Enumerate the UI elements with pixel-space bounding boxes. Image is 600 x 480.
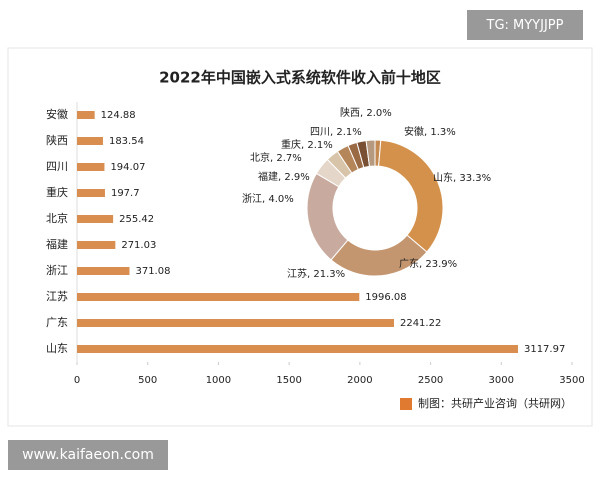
slice-label: 重庆, 2.1%	[281, 138, 333, 151]
bar	[77, 189, 105, 197]
x-tick-label: 3500	[559, 375, 584, 386]
value-label: 2241.22	[400, 318, 441, 329]
source-icon	[400, 398, 412, 410]
watermark: TG: MYYJJPP	[467, 10, 583, 40]
y-tick-label: 安徽	[46, 107, 68, 121]
y-tick-label: 重庆	[46, 185, 68, 199]
y-tick-label: 山东	[46, 342, 68, 355]
x-tick-label: 1000	[206, 375, 231, 386]
y-tick-label: 江苏	[46, 290, 68, 303]
bar	[77, 241, 116, 249]
value-label: 3117.97	[524, 344, 565, 355]
x-tick-label: 500	[138, 375, 157, 386]
slice-label: 陕西, 2.0%	[340, 106, 392, 119]
y-tick-label: 福建	[46, 237, 68, 251]
chart-title: 2022年中国嵌入式系统软件收入前十地区	[159, 69, 441, 87]
value-label: 124.88	[101, 110, 136, 121]
chart-frame	[7, 47, 593, 427]
bar	[77, 215, 114, 223]
x-tick-label: 1500	[276, 375, 301, 386]
value-label: 255.42	[119, 214, 154, 225]
slice-label: 江苏, 21.3%	[287, 267, 345, 280]
x-tick-label: 2000	[347, 375, 372, 386]
bar	[77, 345, 518, 353]
y-tick-label: 广东	[46, 316, 68, 329]
bar	[77, 163, 105, 171]
donut-slice	[365, 139, 376, 167]
slice-label: 福建, 2.9%	[258, 170, 310, 183]
slice-label: 山东, 33.3%	[433, 171, 491, 184]
footer-url: www.kaifaeon.com	[8, 440, 168, 470]
slice-label: 安徽, 1.3%	[404, 125, 456, 138]
y-tick-label: 浙江	[46, 264, 68, 277]
x-tick-label: 2500	[418, 375, 443, 386]
x-tick-label: 0	[74, 375, 80, 386]
bar	[77, 319, 394, 327]
value-label: 271.03	[121, 240, 156, 251]
slice-label: 四川, 2.1%	[310, 127, 362, 138]
x-tick-label: 3000	[489, 375, 514, 386]
value-label: 183.54	[109, 136, 144, 147]
slice-label: 北京, 2.7%	[250, 151, 302, 164]
y-tick-label: 北京	[46, 211, 68, 225]
y-tick-label: 陕西	[46, 133, 68, 147]
source: 制图：共研产业咨询（共研网）	[418, 396, 572, 410]
bar	[77, 267, 130, 275]
bar	[77, 111, 95, 119]
bar	[77, 293, 360, 301]
value-label: 194.07	[110, 162, 145, 173]
value-label: 197.7	[111, 188, 140, 199]
value-label: 371.08	[135, 266, 170, 277]
slice-label: 广东, 23.9%	[399, 257, 457, 270]
y-tick-label: 四川	[46, 160, 68, 173]
bar	[77, 137, 103, 145]
slice-label: 浙江, 4.0%	[242, 193, 294, 205]
value-label: 1996.08	[365, 292, 406, 303]
